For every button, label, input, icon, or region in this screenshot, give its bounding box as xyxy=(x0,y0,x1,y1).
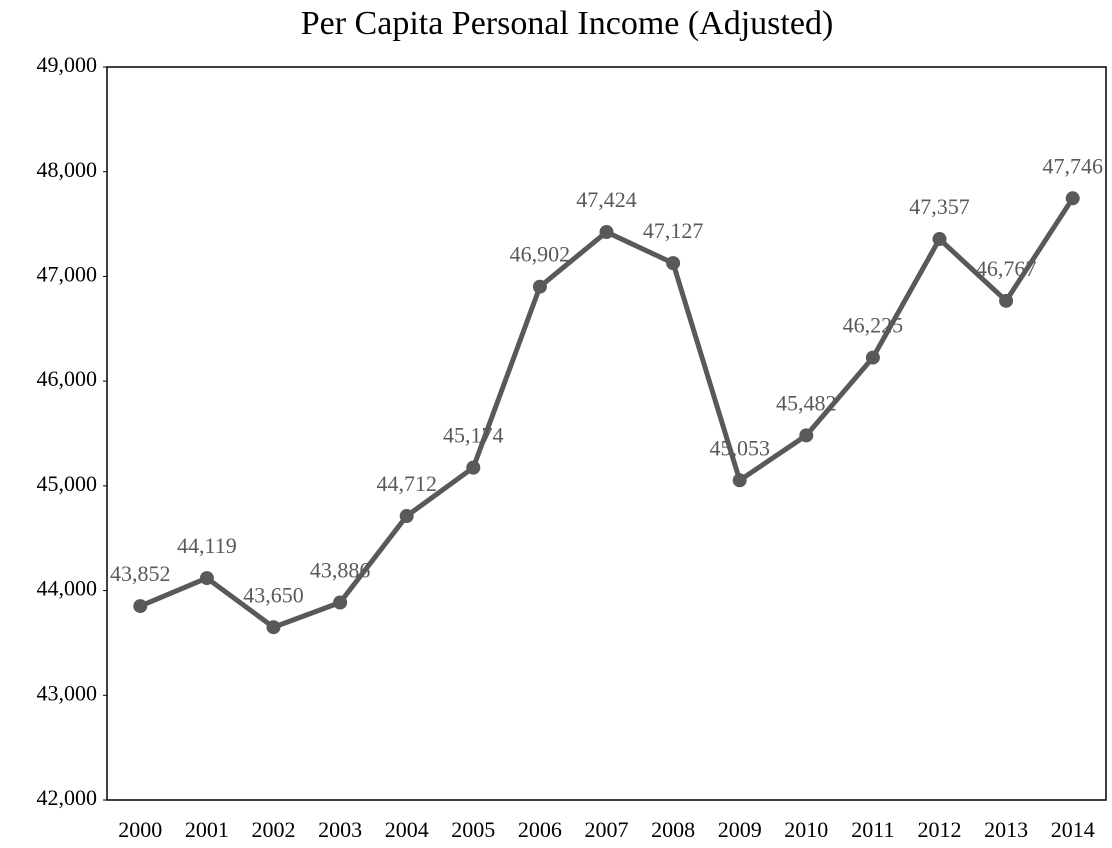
marker xyxy=(532,279,547,294)
x-tick-label: 2011 xyxy=(851,817,894,842)
y-tick-label: 42,000 xyxy=(37,785,98,810)
data-label: 45,482 xyxy=(776,390,837,415)
y-tick-label: 44,000 xyxy=(37,576,98,601)
marker xyxy=(999,293,1014,308)
x-tick-label: 2004 xyxy=(385,817,429,842)
marker xyxy=(799,428,814,443)
data-label: 47,424 xyxy=(576,187,637,212)
data-label: 43,650 xyxy=(243,582,304,607)
marker xyxy=(133,599,148,614)
marker xyxy=(466,460,481,475)
marker xyxy=(1065,191,1080,206)
marker xyxy=(599,225,614,240)
marker xyxy=(666,256,681,271)
y-tick-label: 46,000 xyxy=(37,366,98,391)
plot-area xyxy=(106,66,1107,801)
data-label: 44,119 xyxy=(177,533,237,558)
data-label: 47,127 xyxy=(643,218,704,243)
data-label: 47,746 xyxy=(1042,153,1103,178)
x-tick-label: 2006 xyxy=(518,817,562,842)
data-label: 45,174 xyxy=(443,423,504,448)
marker xyxy=(266,620,281,635)
data-label: 46,767 xyxy=(976,256,1037,281)
line xyxy=(139,196,1075,630)
data-label: 43,852 xyxy=(110,561,171,586)
x-tick-label: 2010 xyxy=(784,817,828,842)
x-tick-label: 2012 xyxy=(918,817,962,842)
x-tick-label: 2013 xyxy=(984,817,1028,842)
x-tick-label: 2008 xyxy=(651,817,695,842)
data-label: 45,053 xyxy=(709,435,770,460)
y-tick-label: 48,000 xyxy=(37,157,98,182)
data-label: 47,357 xyxy=(909,194,970,219)
x-tick-label: 2014 xyxy=(1051,817,1095,842)
data-label: 43,886 xyxy=(310,558,371,583)
marker xyxy=(932,232,947,247)
y-tick-label: 49,000 xyxy=(37,52,98,77)
x-tick-label: 2005 xyxy=(451,817,495,842)
x-tick-label: 2007 xyxy=(585,817,629,842)
y-tick-label: 43,000 xyxy=(37,680,98,705)
chart-title: Per Capita Personal Income (Adjusted) xyxy=(301,5,834,42)
y-tick-label: 47,000 xyxy=(37,261,98,286)
marker xyxy=(199,571,214,586)
x-tick-label: 2000 xyxy=(118,817,162,842)
data-label: 46,225 xyxy=(843,313,904,338)
marker xyxy=(732,473,747,488)
x-tick-label: 2009 xyxy=(718,817,762,842)
data-label: 44,712 xyxy=(376,471,437,496)
x-tick-label: 2003 xyxy=(318,817,362,842)
marker xyxy=(865,350,880,365)
x-tick-label: 2001 xyxy=(185,817,229,842)
data-label: 46,902 xyxy=(510,242,571,267)
x-tick-label: 2002 xyxy=(252,817,296,842)
marker xyxy=(333,595,348,610)
marker xyxy=(399,509,414,524)
y-tick-label: 45,000 xyxy=(37,471,98,496)
